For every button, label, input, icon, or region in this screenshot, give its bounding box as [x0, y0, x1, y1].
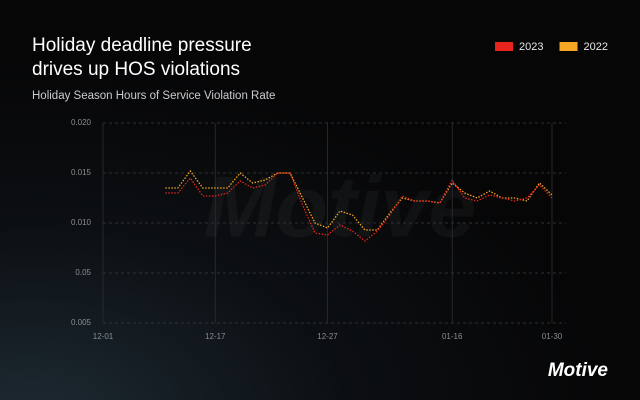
- series-line: [165, 169, 553, 231]
- y-tick-label: 0.020: [71, 118, 92, 127]
- legend-swatch: [495, 42, 514, 51]
- legend-label: 2022: [584, 41, 608, 53]
- x-tick-label: 12-17: [205, 332, 226, 341]
- chart-title: Holiday deadline pressure drives up HOS v…: [32, 35, 252, 80]
- legend: 2022 2023: [495, 41, 608, 53]
- x-tick-label: 12-01: [93, 332, 114, 341]
- legend-swatch: [559, 42, 578, 51]
- legend-label: 2023: [519, 41, 543, 53]
- x-tick-label: 01-30: [542, 332, 563, 341]
- y-tick-label: 0.05: [75, 268, 91, 277]
- y-tick-label: 0.005: [71, 318, 92, 327]
- chart-subtitle: Holiday Season Hours of Service Violatio…: [32, 90, 275, 102]
- brand-logo: Motive: [548, 360, 609, 381]
- watermark: Motive: [204, 160, 476, 256]
- x-tick-label: 12-27: [317, 332, 338, 341]
- y-tick-label: 0.010: [71, 218, 92, 227]
- y-tick-label: 0.015: [71, 168, 92, 177]
- series-line: [165, 172, 553, 242]
- x-tick-label: 01-16: [442, 332, 463, 341]
